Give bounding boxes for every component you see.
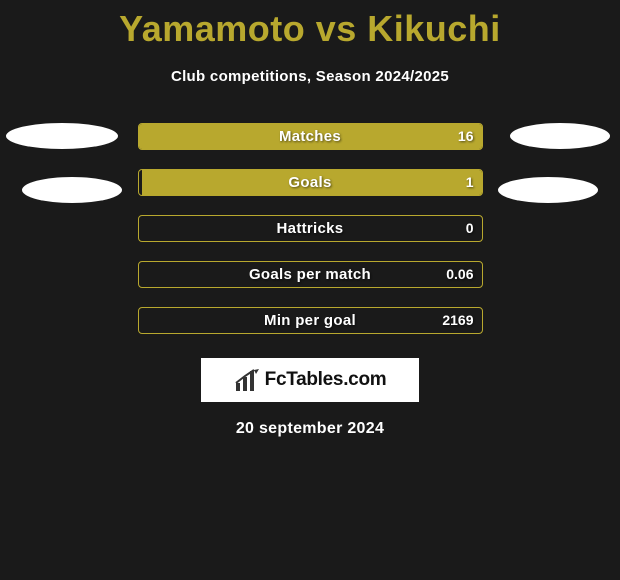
brand-text: FcTables.com	[265, 369, 387, 391]
stat-label: Matches	[139, 124, 482, 149]
player-right-marker-2	[498, 177, 598, 203]
stat-value: 1	[466, 170, 474, 195]
stat-row: Min per goal 2169	[138, 307, 483, 334]
stat-row: Hattricks 0	[138, 215, 483, 242]
player-left-marker-2	[22, 177, 122, 203]
stat-row: Matches 16	[138, 123, 483, 150]
stat-value: 0.06	[446, 262, 473, 287]
player-left-marker-1	[6, 123, 118, 149]
player-right-marker-1	[510, 123, 610, 149]
stat-label: Goals	[139, 170, 482, 195]
stat-row: Goals per match 0.06	[138, 261, 483, 288]
stat-value: 16	[458, 124, 474, 149]
page-title: Yamamoto vs Kikuchi	[0, 0, 620, 50]
stat-label: Min per goal	[139, 308, 482, 333]
stat-value: 2169	[442, 308, 473, 333]
subtitle: Club competitions, Season 2024/2025	[0, 68, 620, 85]
chart-icon	[234, 369, 262, 391]
stats-region: Matches 16 Goals 1 Hattricks 0 Goals per…	[0, 123, 620, 334]
stat-value: 0	[466, 216, 474, 241]
stat-label: Goals per match	[139, 262, 482, 287]
stats-bars: Matches 16 Goals 1 Hattricks 0 Goals per…	[138, 123, 483, 334]
date-caption: 20 september 2024	[0, 420, 620, 438]
stat-label: Hattricks	[139, 216, 482, 241]
brand-logo: FcTables.com	[201, 358, 419, 402]
stat-row: Goals 1	[138, 169, 483, 196]
